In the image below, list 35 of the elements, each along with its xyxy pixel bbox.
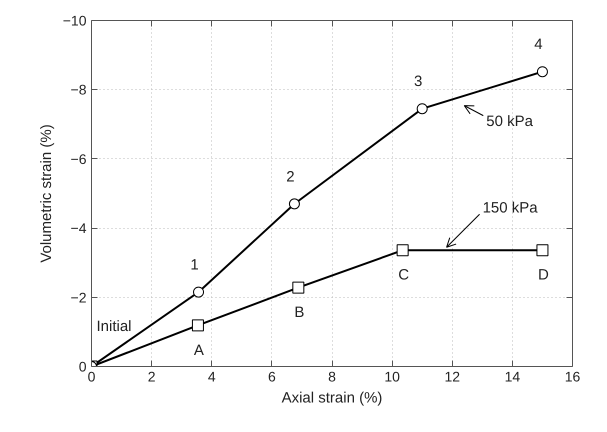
y-tick-label: −10 [62, 12, 87, 28]
point [416, 103, 428, 114]
y-tick-label: −4 [70, 220, 87, 236]
x-tick-label: 8 [328, 368, 336, 384]
y-axis-title: Volumetric strain (%) [38, 124, 55, 263]
annotation: A [194, 342, 204, 359]
annotation: D [538, 266, 550, 284]
x-tick-label: 14 [504, 368, 520, 384]
annotation: 1 [190, 256, 199, 274]
series-label: 150 kPa [482, 200, 538, 217]
x-tick-label: 2 [148, 368, 156, 384]
point [536, 244, 548, 256]
point [536, 66, 548, 78]
annotation: 3 [414, 73, 422, 90]
annotation: C [398, 266, 410, 284]
annotation: Initial [96, 318, 132, 335]
point [292, 282, 304, 294]
y-tick-label: −2 [70, 289, 87, 306]
point [396, 244, 409, 256]
point [193, 286, 204, 298]
point [288, 198, 300, 210]
legend-label: 50 kPa [486, 113, 534, 130]
annotation: 4 [534, 36, 543, 54]
annotation: B [294, 304, 304, 322]
x-tick-label: 6 [268, 368, 276, 384]
x-tick-label: 4 [208, 368, 216, 384]
point [192, 319, 204, 332]
y-tick-label: 0 [78, 358, 87, 374]
x-axis-title: Axial strain (%) [282, 390, 382, 406]
y-tick-label: −6 [70, 150, 87, 167]
x-tick-label: 16 [564, 368, 580, 384]
y-tick-label: −8 [70, 82, 87, 98]
x-tick-label: 12 [444, 368, 460, 384]
x-tick-label: 10 [384, 368, 400, 384]
annotation: 2 [286, 168, 295, 186]
